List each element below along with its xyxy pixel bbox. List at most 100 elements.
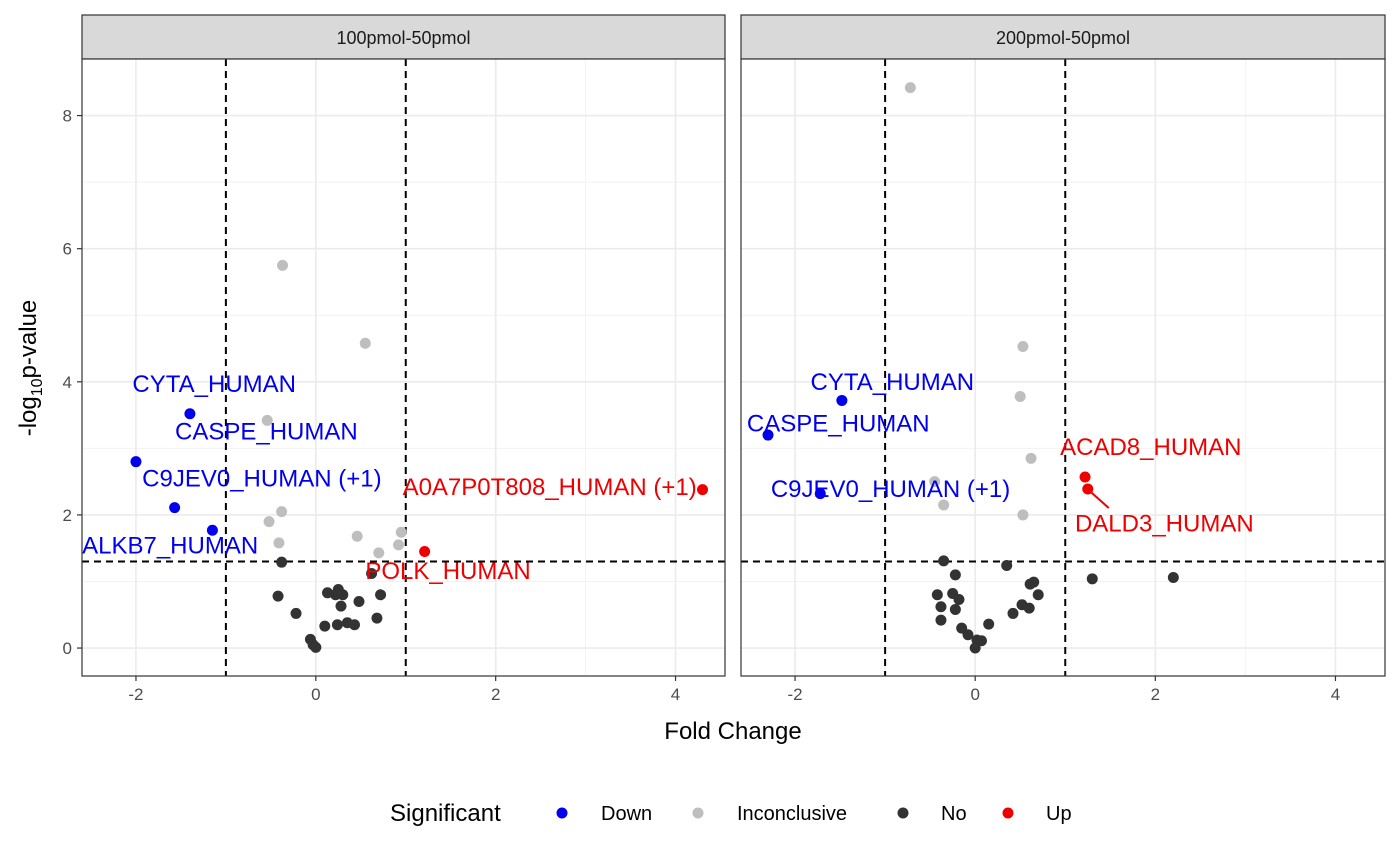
point-label: ACAD8_HUMAN [1060, 434, 1241, 461]
data-point-no [935, 614, 947, 626]
data-point-inconclusive [1025, 452, 1037, 464]
point-label: ALKB7_HUMAN [82, 533, 258, 560]
data-point-no [1032, 589, 1044, 601]
legend-title: Significant [390, 800, 501, 827]
data-point-no [1086, 573, 1098, 585]
legend-key-inconclusive [692, 807, 704, 819]
data-point-no [949, 569, 961, 581]
panel-background [82, 59, 725, 676]
panel-border [740, 58, 1386, 677]
facet-strip [740, 14, 1386, 60]
y-axis-title-prefix: -log [15, 396, 42, 436]
data-point-inconclusive [929, 476, 941, 488]
data-point-inconclusive [351, 530, 363, 542]
facet-panel-2: 200pmol-50pmol CYTA_HUMAN CASPE_HUMAN C9JEV… [740, 14, 1386, 704]
facet-panel-1: 100pmol-50pmol CYTA_HUMAN CASPE_HUMAN C9JEV… [63, 14, 726, 704]
data-point-no [335, 600, 347, 612]
data-point-no [319, 620, 331, 632]
legend-label-down: Down [601, 803, 652, 825]
data-point-no [1001, 560, 1013, 572]
label-connector [1090, 491, 1110, 509]
x-tick-label: -2 [128, 685, 143, 704]
facet-strip-title: 100pmol-50pmol [336, 28, 470, 48]
data-point-no [1007, 607, 1019, 619]
x-tick-label: -2 [787, 685, 802, 704]
data-point-down [130, 456, 142, 468]
y-tick-label: 0 [63, 639, 72, 658]
data-point-inconclusive [276, 506, 288, 518]
legend-key-no [897, 807, 909, 819]
data-point-inconclusive [1017, 509, 1029, 521]
data-point-inconclusive [263, 516, 275, 528]
data-point-no [310, 641, 322, 653]
facet-strip-title: 200pmol-50pmol [996, 28, 1130, 48]
point-label: A0A7P0T808_HUMAN (+1) [403, 474, 697, 501]
data-point-no [953, 593, 965, 605]
x-axis-title: Fold Change [664, 718, 801, 745]
point-label: POLK_HUMAN [365, 558, 530, 585]
y-axis-title: -log10p-value [15, 300, 46, 437]
data-point-no [272, 590, 284, 602]
data-point-no [949, 603, 961, 615]
point-label: C9JEV0_HUMAN (+1) [771, 476, 1010, 503]
data-point-down [762, 429, 774, 441]
x-tick-label: 0 [311, 685, 320, 704]
x-tick-label: 2 [1151, 685, 1160, 704]
data-point-no [375, 589, 387, 601]
data-point-down [206, 524, 218, 536]
data-point-no [935, 601, 947, 613]
facet-strip [81, 14, 726, 60]
panel-background [741, 59, 1385, 676]
data-point-up [697, 484, 709, 496]
x-tick-label: 4 [1331, 685, 1340, 704]
y-tick-label: 6 [63, 240, 72, 259]
data-point-down [169, 502, 181, 514]
data-point-inconclusive [261, 414, 273, 426]
data-point-no [975, 635, 987, 647]
data-point-inconclusive [904, 82, 916, 94]
data-point-inconclusive [938, 499, 950, 511]
data-point-no [366, 567, 378, 579]
plot-area: 100pmol-50pmol CYTA_HUMAN CASPE_HUMAN C9JEV… [63, 14, 1386, 704]
y-tick-label: 2 [63, 506, 72, 525]
data-point-inconclusive [359, 337, 371, 349]
data-point-inconclusive [393, 539, 405, 551]
data-point-up [1079, 471, 1091, 483]
point-label: CYTA_HUMAN [811, 369, 975, 396]
data-point-no [969, 642, 981, 654]
data-point-no [1023, 602, 1035, 614]
data-point-no [931, 589, 943, 601]
data-point-up [419, 546, 431, 558]
x-tick-label: 2 [491, 685, 500, 704]
x-tick-label: 0 [970, 685, 979, 704]
data-point-inconclusive [1017, 341, 1029, 353]
y-axis-title-subscript: 10 [29, 378, 46, 396]
legend-key-down [556, 807, 568, 819]
data-point-inconclusive [277, 259, 289, 271]
legend-label-inconclusive: Inconclusive [737, 803, 847, 825]
data-point-no [290, 607, 302, 619]
data-point-no [371, 612, 383, 624]
data-point-no [962, 629, 974, 641]
data-point-no [331, 619, 343, 631]
point-label: CASPE_HUMAN [175, 419, 358, 446]
point-label: CASPE_HUMAN [747, 411, 930, 438]
data-point-no [983, 618, 995, 630]
data-point-up [1082, 483, 1094, 495]
legend: Significant Down Inconclusive No Up [390, 800, 1072, 827]
y-axis-title-suffix: p-value [15, 300, 42, 379]
data-point-inconclusive [273, 537, 285, 549]
data-point-no [1167, 571, 1179, 583]
y-tick-label: 8 [63, 107, 72, 126]
point-label: C9JEV0_HUMAN (+1) [142, 465, 381, 492]
legend-label-no: No [941, 803, 967, 825]
point-label: DALD3_HUMAN [1075, 511, 1254, 538]
point-label: CYTA_HUMAN [132, 371, 296, 398]
panel-border [81, 58, 726, 677]
data-point-no [337, 589, 349, 601]
data-point-no [353, 595, 365, 607]
y-tick-label: 4 [63, 373, 72, 392]
data-point-down [836, 394, 848, 406]
data-point-no [276, 556, 288, 568]
